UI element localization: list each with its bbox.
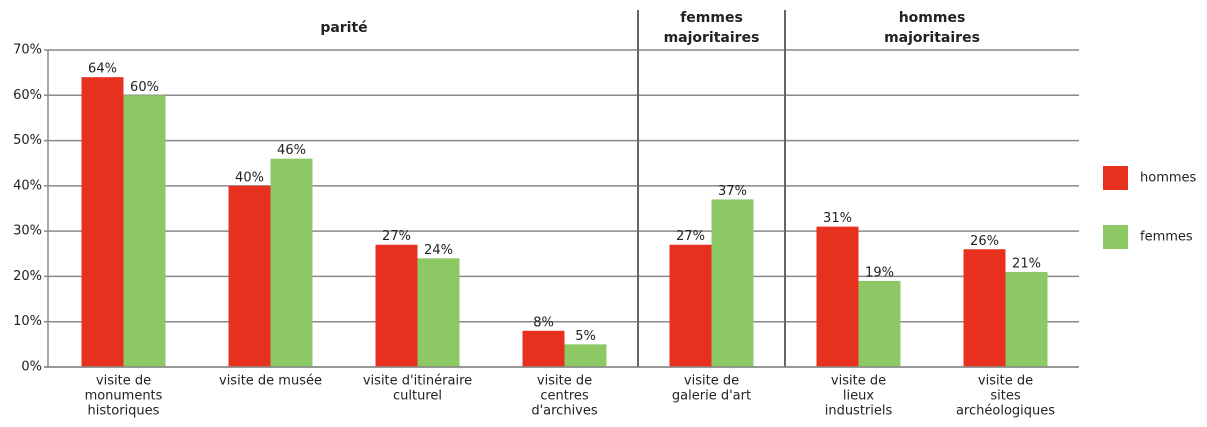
group-title: femmes	[680, 10, 743, 26]
x-tick-label: monuments	[85, 389, 163, 404]
x-tick-label: culturel	[393, 389, 442, 404]
bar	[816, 226, 859, 367]
bar	[1005, 271, 1048, 367]
value-label: 31%	[823, 211, 852, 226]
bar	[123, 95, 166, 368]
value-label: 21%	[1012, 256, 1041, 271]
legend-swatch	[1103, 225, 1128, 249]
x-tick-label: visite de	[978, 374, 1033, 389]
y-tick-label: 70%	[13, 43, 42, 58]
bar	[228, 185, 271, 367]
x-tick-label: historiques	[88, 404, 160, 419]
bar	[564, 344, 607, 367]
value-label: 37%	[718, 184, 747, 199]
bar	[963, 249, 1006, 367]
bar	[711, 199, 754, 367]
x-tick-label: industriels	[825, 404, 893, 419]
y-tick-label: 60%	[13, 88, 42, 103]
x-tick-label: centres	[540, 389, 589, 404]
legend-swatch	[1103, 166, 1128, 190]
x-tick-label: lieux	[843, 389, 874, 404]
bar	[81, 77, 124, 368]
x-tick-label: archéologiques	[956, 404, 1055, 419]
value-label: 8%	[533, 315, 554, 330]
x-tick-label: visite de	[96, 374, 151, 389]
y-tick-label: 10%	[13, 314, 42, 329]
x-tick-label: galerie d'art	[672, 389, 751, 404]
y-tick-label: 0%	[21, 360, 42, 375]
bar	[522, 330, 565, 367]
x-tick-label: sites	[990, 389, 1020, 404]
bar	[375, 244, 418, 367]
group-title: majoritaires	[884, 30, 980, 46]
bar	[858, 280, 901, 367]
x-tick-label: visite de	[684, 374, 739, 389]
value-label: 19%	[865, 265, 894, 280]
value-label: 27%	[676, 229, 705, 244]
value-label: 5%	[575, 329, 596, 344]
y-tick-label: 40%	[13, 178, 42, 193]
x-tick-label: d'archives	[531, 404, 598, 419]
bar	[270, 158, 313, 367]
group-title: hommes	[899, 10, 966, 26]
group-title: majoritaires	[664, 30, 760, 46]
x-tick-label: visite de	[537, 374, 592, 389]
value-label: 26%	[970, 234, 999, 249]
bar	[669, 244, 712, 367]
x-tick-label: visite de	[831, 374, 886, 389]
legend-label: hommes	[1140, 171, 1197, 186]
y-tick-label: 30%	[13, 224, 42, 239]
value-label: 40%	[235, 170, 264, 185]
value-label: 24%	[424, 243, 453, 258]
y-tick-label: 20%	[13, 269, 42, 284]
value-label: 64%	[88, 62, 117, 77]
bar	[417, 258, 460, 367]
value-label: 60%	[130, 80, 159, 95]
x-tick-label: visite d'itinéraire	[363, 374, 472, 389]
y-tick-label: 50%	[13, 133, 42, 148]
legend-label: femmes	[1140, 230, 1193, 245]
x-tick-label: visite de musée	[219, 374, 322, 389]
value-label: 46%	[277, 143, 306, 158]
group-title: parité	[320, 20, 367, 36]
value-label: 27%	[382, 229, 411, 244]
